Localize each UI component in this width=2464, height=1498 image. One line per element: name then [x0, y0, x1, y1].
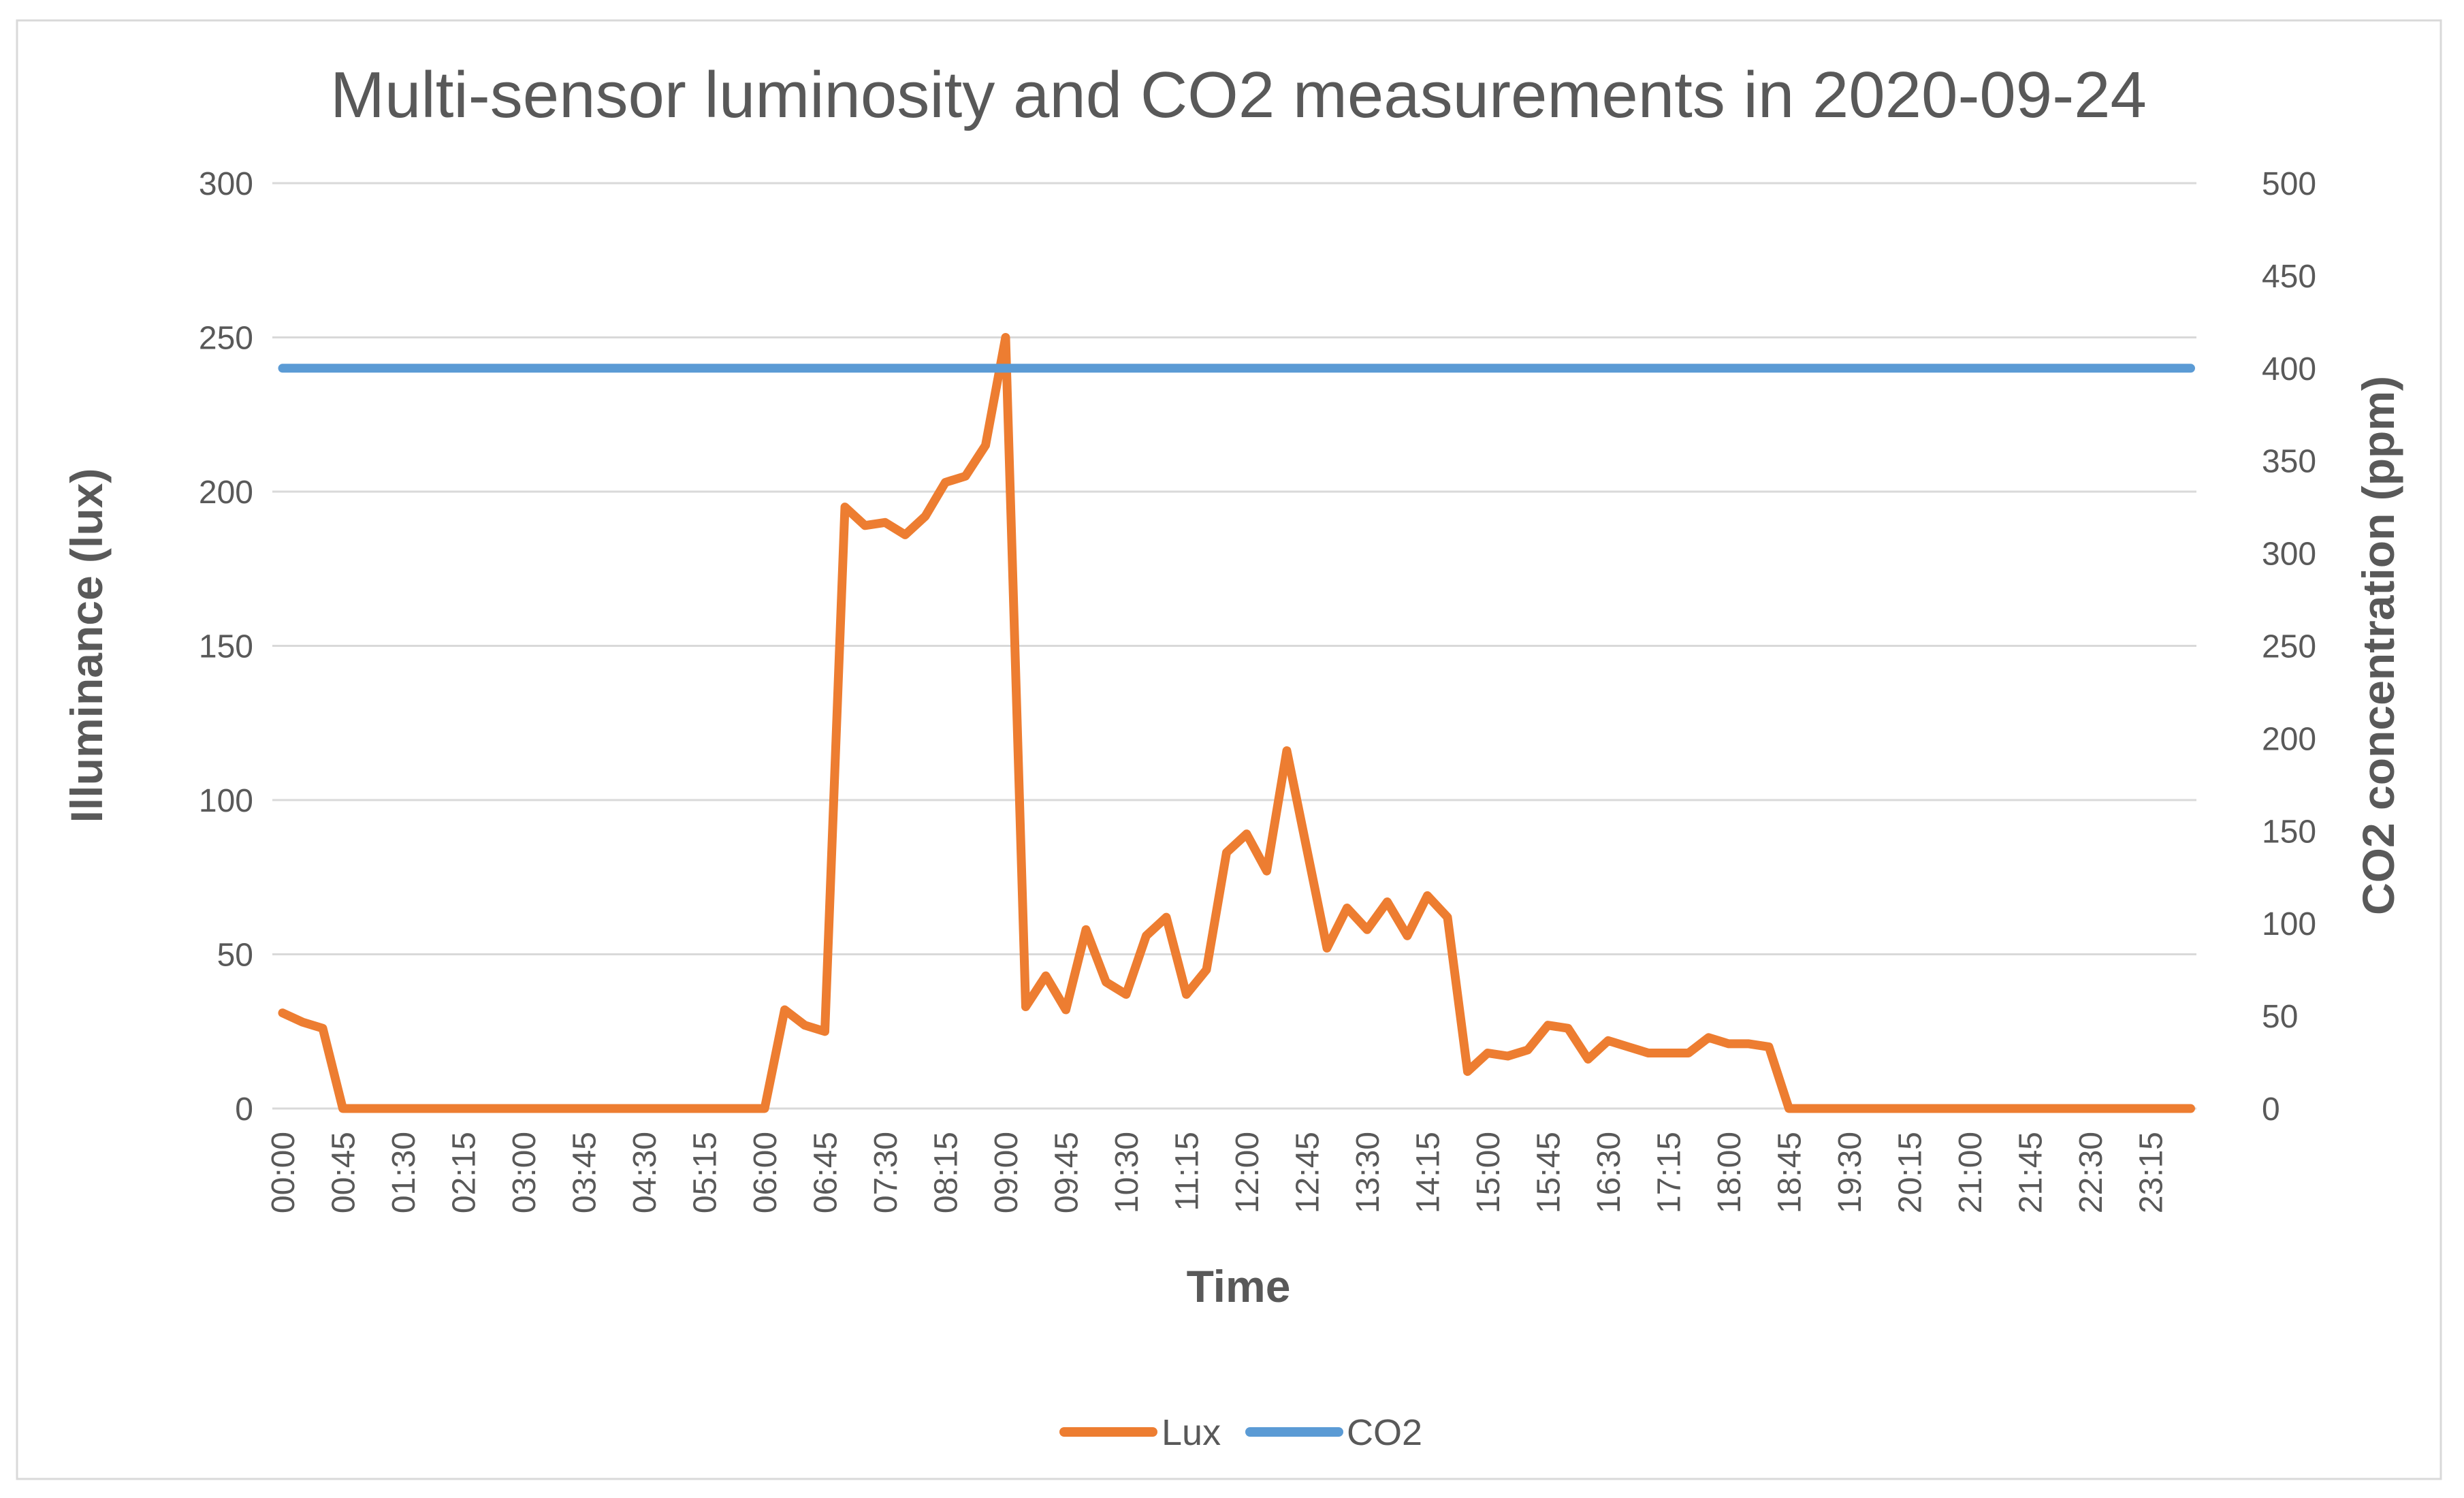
series-lines	[278, 333, 2195, 1113]
x-axis-tick-label: 15:00	[1471, 1132, 1507, 1213]
x-axis-tick-label: 21:45	[2013, 1132, 2049, 1213]
x-axis-tick-label: 00:00	[266, 1132, 302, 1213]
x-axis-tick-label: 16:30	[1591, 1132, 1627, 1213]
x-axis-tick-label: 08:15	[929, 1132, 965, 1213]
left-axis-tick-label: 50	[217, 938, 253, 974]
x-axis-tick-label: 17:15	[1652, 1132, 1688, 1213]
x-axis-tick-label: 14:15	[1411, 1132, 1447, 1213]
x-axis-tick-label: 12:00	[1230, 1132, 1266, 1213]
right-axis-tick-label: 300	[2262, 537, 2316, 573]
right-axis-tick-label: 250	[2262, 629, 2316, 665]
legend: Lux CO2	[1059, 1412, 1422, 1453]
x-axis-tick-label: 20:15	[1893, 1132, 1929, 1213]
x-axis-tick-label: 22:30	[2073, 1132, 2109, 1213]
gridlines	[272, 182, 2196, 1110]
x-axis-tick-label: 06:45	[808, 1132, 844, 1213]
right-axis-tick-label: 500	[2262, 166, 2316, 202]
x-axis-tick-label: 18:45	[1772, 1132, 1808, 1213]
left-axis-tick-label: 0	[235, 1091, 253, 1128]
x-axis-tick-label: 06:00	[748, 1132, 784, 1213]
x-axis-tick-label: 21:00	[1953, 1132, 1989, 1213]
left-axis-tick-label: 100	[199, 783, 253, 819]
legend-lux-label: Lux	[1162, 1412, 1221, 1453]
x-axis-tick-label: 11:15	[1170, 1132, 1206, 1211]
right-axis-tick-label: 50	[2262, 999, 2298, 1035]
x-axis-tick-label: 04:30	[627, 1132, 663, 1213]
x-axis-tick-label: 23:15	[2134, 1132, 2170, 1213]
left-axis-tick-label: 200	[199, 475, 253, 511]
x-axis-tick-label: 09:45	[1049, 1132, 1085, 1213]
left-axis-tick-label: 150	[199, 629, 253, 665]
x-axis-tick-label: 12:45	[1290, 1132, 1326, 1213]
right-axis-tick-label: 150	[2262, 814, 2316, 850]
right-axis-tick-label: 350	[2262, 444, 2316, 480]
x-axis-tick-label: 03:45	[567, 1132, 603, 1213]
right-axis-tick-label: 100	[2262, 906, 2316, 942]
left-axis-tick-label: 300	[199, 166, 253, 202]
x-axis-tick-label: 03:00	[507, 1132, 543, 1213]
right-axis-title: CO2 concentration (ppm)	[2353, 376, 2403, 915]
right-axis-tick-label: 0	[2262, 1091, 2280, 1128]
x-axis-tick-label: 09:00	[989, 1132, 1025, 1213]
x-axis-tick-label: 19:30	[1832, 1132, 1868, 1213]
x-axis-tick-label: 15:45	[1531, 1132, 1567, 1213]
legend-co2-label: CO2	[1347, 1412, 1422, 1453]
x-axis-tick-label: 01:30	[386, 1132, 422, 1213]
chart-border	[16, 19, 2442, 1480]
right-axis-tick-label: 400	[2262, 351, 2316, 387]
x-axis-tick-label: 10:30	[1109, 1132, 1145, 1213]
left-axis-tick-labels: 0 50 100 150 200 250 300	[199, 166, 253, 1128]
x-axis-tick-label: 00:45	[326, 1132, 362, 1213]
x-axis-tick-label: 05:15	[688, 1132, 724, 1213]
x-axis-tick-label: 02:15	[447, 1132, 483, 1213]
x-axis-tick-labels: 00:00 00:45 01:30 02:15 03:00 03:45 04:30 05:15…	[266, 1132, 2170, 1213]
x-axis-tick-label: 18:00	[1712, 1132, 1748, 1213]
left-axis-tick-label: 250	[199, 321, 253, 357]
right-axis-tick-labels: 0 50 100 150 200 250 300 350 400 450 500	[2262, 166, 2316, 1128]
chart-title: Multi-sensor luminosity and CO2 measurem…	[330, 59, 2147, 131]
right-axis-tick-label: 450	[2262, 259, 2316, 295]
x-axis-tick-label: 07:30	[868, 1132, 904, 1213]
x-axis-title: Time	[1187, 1261, 1291, 1311]
left-axis-title: Illuminance (lux)	[61, 468, 112, 823]
right-axis-tick-label: 200	[2262, 721, 2316, 757]
lux-series-line	[278, 333, 2195, 1113]
x-axis-tick-label: 13:30	[1350, 1132, 1386, 1213]
